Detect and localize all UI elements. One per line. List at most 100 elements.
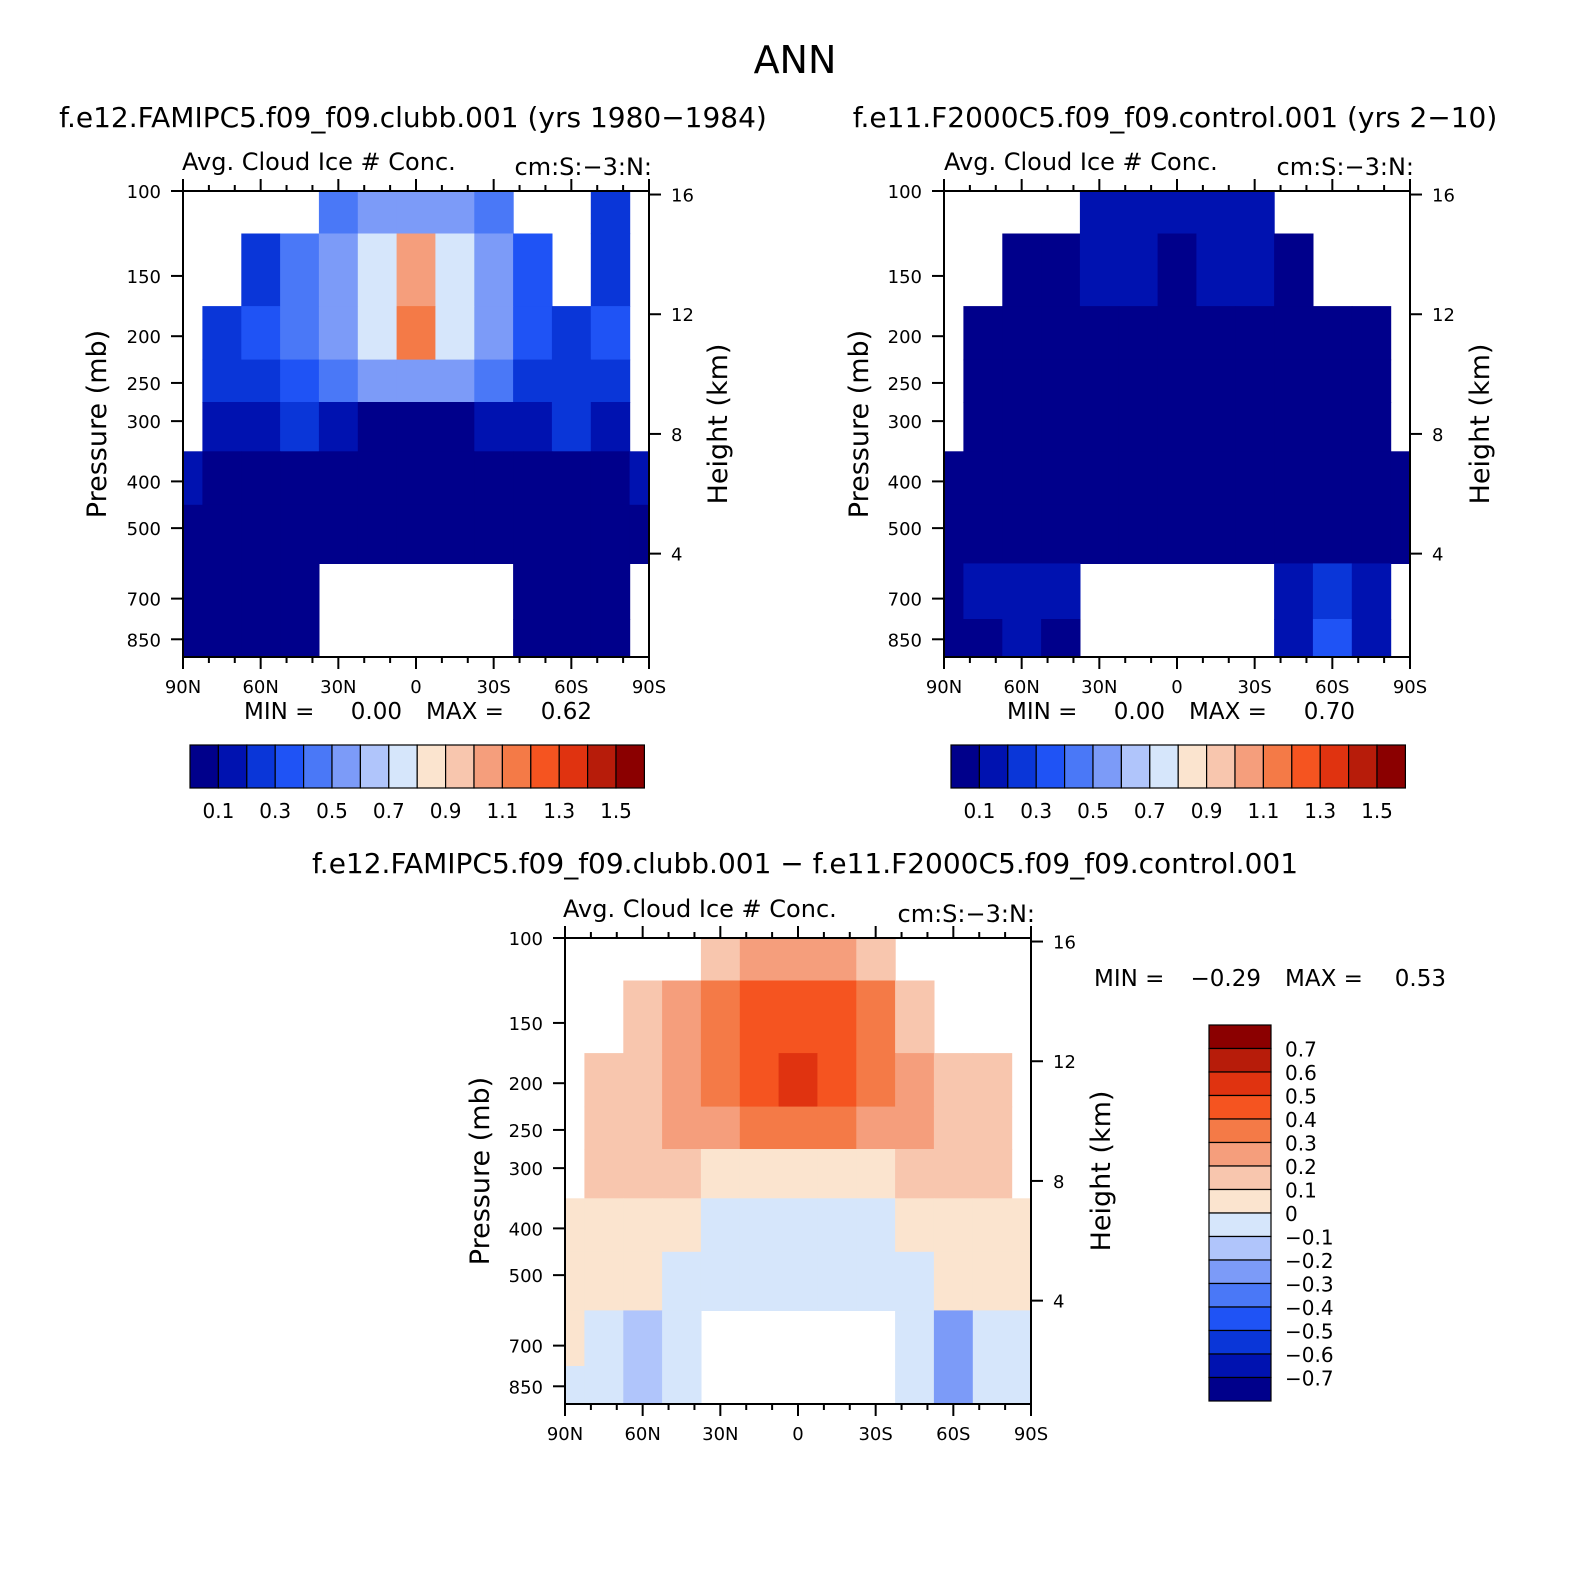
field-cell <box>474 504 514 564</box>
colorbar-swatch <box>1208 1141 1272 1167</box>
field-cell <box>1002 451 1042 506</box>
colorbar-swatch <box>274 744 305 789</box>
field-cell <box>1079 359 1120 403</box>
colorbar-swatch <box>1208 1306 1272 1332</box>
field-cell <box>435 306 475 361</box>
field-cell <box>551 563 592 620</box>
field-cell <box>513 306 553 361</box>
panel-1-right-subtitle: cm:S:−3:N: <box>515 153 652 181</box>
colorbar-label: 0.9 <box>1191 799 1223 823</box>
y-tick-label: 250 <box>509 1121 543 1142</box>
panel-3-y-tick-labels: 100 150 200 250 300 400 500 700 850 <box>509 929 543 1398</box>
field-cell <box>280 451 320 506</box>
field-cell <box>1235 402 1275 452</box>
y-tick-label: 100 <box>888 182 922 203</box>
height-tick-label: 16 <box>1053 933 1076 954</box>
field-cell <box>1079 191 1120 235</box>
field-cell <box>1196 191 1236 235</box>
field-cell <box>662 1251 702 1311</box>
colorbar-swatch <box>445 744 475 789</box>
y-tick-label: 400 <box>127 472 161 493</box>
field-cell <box>318 402 359 452</box>
field-cell <box>318 451 359 506</box>
y-tick-label: 400 <box>888 472 922 493</box>
panel-3-y-axis-label: Pressure (mb) <box>465 1077 496 1265</box>
field-cell <box>1118 191 1159 235</box>
field-cell <box>396 504 436 564</box>
colorbar-label: −0.6 <box>1285 1343 1334 1367</box>
field-cell <box>1157 233 1197 307</box>
field-cell <box>1312 563 1353 620</box>
field-cell <box>1196 451 1236 506</box>
colorbar-swatch <box>1149 744 1179 789</box>
field-cell <box>856 1149 896 1199</box>
field-cell <box>933 1198 974 1253</box>
field-cell <box>280 619 320 658</box>
field-cell <box>944 451 964 506</box>
field-cell <box>1312 619 1353 658</box>
field-cell <box>700 1053 741 1108</box>
colorbar-swatch <box>1208 1094 1272 1120</box>
panel-2-max-label: MAX = <box>1189 699 1267 725</box>
field-cell <box>662 1198 702 1253</box>
field-cell <box>739 1053 780 1108</box>
field-cell <box>565 1310 585 1367</box>
colorbar-swatch <box>586 744 617 789</box>
x-tick-label: 60S <box>554 677 588 698</box>
field-cell <box>963 402 1003 452</box>
field-cell <box>241 619 281 658</box>
field-cell <box>1274 619 1314 658</box>
figure-title: ANN <box>754 38 837 82</box>
panel-1-right-axis-label: Height (km) <box>703 344 734 505</box>
x-tick-label: 90S <box>1014 1424 1048 1445</box>
field-cell <box>623 1198 663 1253</box>
field-cell <box>183 619 203 658</box>
colorbar-swatch <box>1177 744 1208 789</box>
x-tick-label: 30N <box>702 1424 738 1445</box>
colorbar-label: 0.1 <box>963 799 995 823</box>
panel-3: f.e12.FAMIPC5.f09_f09.clubb.001 − f.e11.… <box>312 847 1446 1445</box>
y-tick-label: 850 <box>127 630 161 651</box>
y-tick-label: 250 <box>127 374 161 395</box>
colorbar-label: 1.3 <box>1304 799 1336 823</box>
field-cell <box>202 504 242 564</box>
colorbar-label: 0.7 <box>373 799 405 823</box>
height-tick-label: 4 <box>1053 1292 1064 1313</box>
panel-3-title: f.e12.FAMIPC5.f09_f09.clubb.001 − f.e11.… <box>312 847 1298 880</box>
field-cell <box>933 1053 974 1108</box>
y-tick-label: 200 <box>888 327 922 348</box>
colorbar-label: 0.1 <box>202 799 234 823</box>
panel-1: f.e12.FAMIPC5.f09_f09.clubb.001 (yrs 198… <box>59 101 767 823</box>
field-cell <box>1157 504 1197 564</box>
field-cell <box>1274 306 1314 361</box>
field-cell <box>856 980 896 1054</box>
colorbar-label: 0 <box>1285 1202 1298 1226</box>
field-cell <box>778 1198 818 1253</box>
field-cell <box>280 402 320 452</box>
field-cell <box>700 1251 741 1311</box>
field-cell <box>895 1310 935 1367</box>
field-cell <box>1011 1251 1032 1311</box>
colorbar-swatch <box>388 744 418 789</box>
field-cell <box>1011 1310 1032 1367</box>
field-cell <box>280 563 320 620</box>
field-cell <box>1002 402 1042 452</box>
field-cell <box>1312 451 1353 506</box>
panel-1-max-value: 0.62 <box>541 699 592 725</box>
field-cell <box>1041 306 1081 361</box>
field-cell <box>280 504 320 564</box>
field-cell <box>778 938 818 982</box>
panel-2-left-subtitle: Avg. Cloud Ice # Conc. <box>944 148 1218 176</box>
colorbar-label: 0.1 <box>1285 1179 1317 1203</box>
field-cell <box>933 1310 974 1367</box>
colorbar-swatch <box>1205 744 1236 789</box>
field-cell <box>474 191 514 235</box>
field-cell <box>1157 451 1197 506</box>
field-cell <box>1274 233 1314 307</box>
height-tick-label: 8 <box>671 425 682 446</box>
field-cell <box>1118 359 1159 403</box>
panel-2-field <box>944 191 1411 658</box>
field-cell <box>739 1106 780 1150</box>
colorbar-swatch <box>1063 744 1094 789</box>
panel-2: f.e11.F2000C5.f09_f09.control.001 (yrs 2… <box>844 101 1497 823</box>
